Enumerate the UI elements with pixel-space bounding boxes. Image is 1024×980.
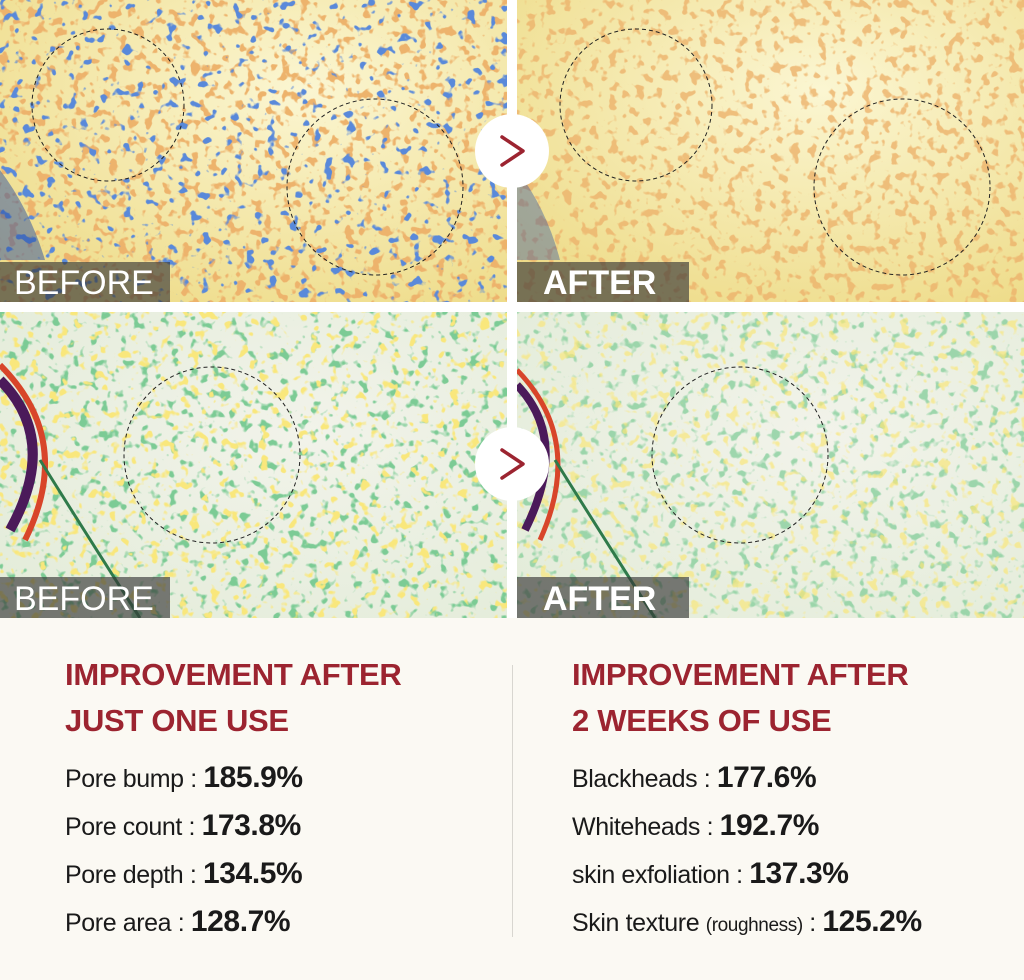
- comparison-images: BEFORE AFTER BEFORE AFTER: [0, 0, 1024, 618]
- stat-list: Pore bump : 185.9% Pore count : 173.8% Por…: [65, 754, 505, 946]
- stat-list: Blackheads : 177.6% Whiteheads : 192.7% sk…: [572, 754, 1012, 946]
- stat-label: Pore area: [65, 909, 172, 937]
- stat-label: Whiteheads: [572, 813, 701, 841]
- label-text: AFTER: [543, 264, 656, 302]
- stat-item: Skin texture (roughness) : 125.2%: [572, 898, 1012, 946]
- after-label-top: AFTER: [517, 262, 689, 302]
- after-image-top: [517, 0, 1024, 302]
- stat-item: Pore count : 173.8%: [65, 802, 505, 850]
- stat-colon: :: [177, 909, 185, 937]
- stat-colon: :: [188, 813, 196, 841]
- label-text: AFTER: [543, 580, 656, 618]
- arrow-icon: [475, 427, 549, 501]
- stat-value: 137.3%: [749, 857, 849, 890]
- stat-value: 173.8%: [201, 809, 302, 842]
- stat-note: (roughness): [705, 915, 803, 936]
- stat-item: Pore depth : 134.5%: [65, 850, 505, 898]
- section-title: IMPROVEMENT AFTER: [65, 657, 402, 692]
- stat-value: 177.6%: [716, 761, 817, 794]
- stat-value: 125.2%: [822, 905, 922, 938]
- section-title: 2 WEEKS OF USE: [572, 703, 832, 738]
- stat-colon: :: [706, 813, 714, 841]
- stat-colon: :: [809, 909, 816, 937]
- stat-value: 128.7%: [190, 905, 291, 938]
- results-section: IMPROVEMENT AFTER 2 WEEKS OF USE Blackhead…: [572, 652, 1012, 946]
- stat-value: 134.5%: [202, 857, 303, 890]
- stat-label: Pore count: [65, 813, 182, 841]
- stat-label: Pore depth: [65, 861, 184, 889]
- results-section: IMPROVEMENT AFTER JUST ONE USE Pore bump :…: [65, 652, 505, 946]
- divider: [512, 665, 513, 937]
- stat-colon: :: [190, 765, 197, 793]
- before-label-bottom: BEFORE: [0, 577, 170, 618]
- after-image-bottom: [517, 312, 1024, 618]
- stat-item: Pore bump : 185.9%: [65, 754, 505, 802]
- stat-value: 185.9%: [203, 761, 303, 794]
- label-text: BEFORE: [14, 264, 154, 302]
- after-label-bottom: AFTER: [517, 577, 689, 618]
- before-image-bottom: [0, 312, 507, 618]
- before-image-top: [0, 0, 507, 302]
- section-title: IMPROVEMENT AFTER: [572, 657, 909, 692]
- stat-label: skin exfoliation: [572, 861, 730, 889]
- stat-colon: :: [703, 765, 711, 793]
- stat-item: skin exfoliation : 137.3%: [572, 850, 1012, 898]
- stat-item: Blackheads : 177.6%: [572, 754, 1012, 802]
- stat-label: Skin texture: [572, 909, 700, 937]
- section-title: JUST ONE USE: [65, 703, 289, 738]
- arrow-icon: [475, 114, 549, 188]
- label-text: BEFORE: [14, 580, 154, 618]
- before-label-top: BEFORE: [0, 262, 170, 302]
- stat-value: 192.7%: [719, 809, 820, 842]
- stat-label: Pore bump: [65, 765, 184, 793]
- stat-label: Blackheads: [572, 765, 698, 793]
- stat-colon: :: [189, 861, 197, 889]
- stat-colon: :: [736, 861, 743, 889]
- stat-item: Pore area : 128.7%: [65, 898, 505, 946]
- stat-item: Whiteheads : 192.7%: [572, 802, 1012, 850]
